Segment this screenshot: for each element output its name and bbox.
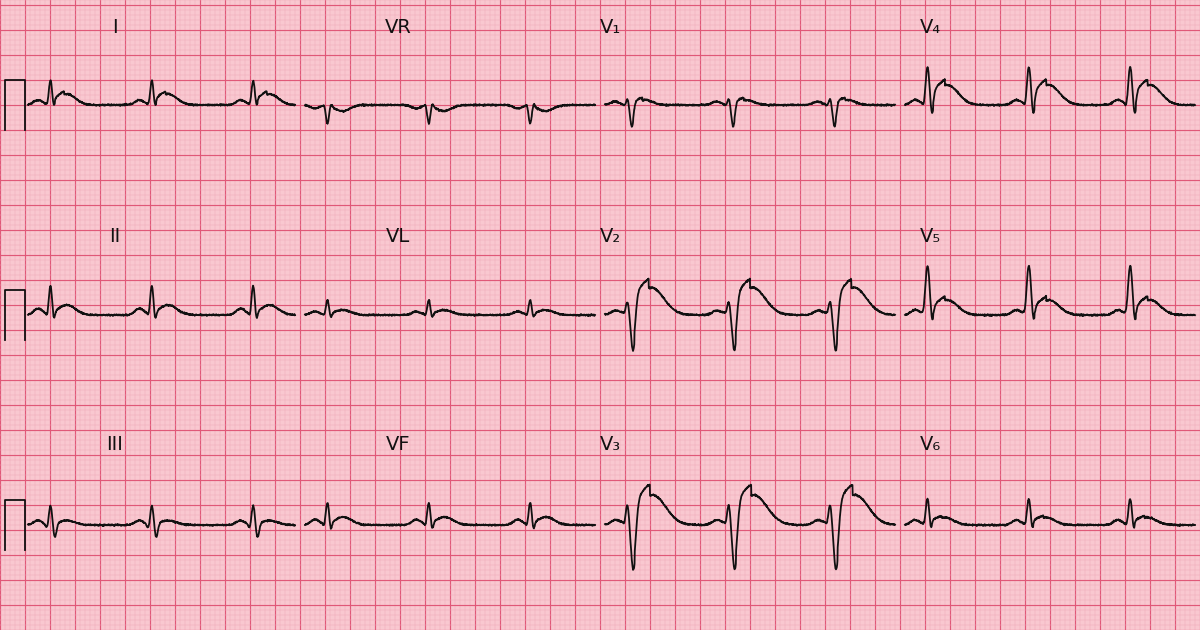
Text: I: I bbox=[112, 18, 118, 37]
Text: VL: VL bbox=[386, 227, 410, 246]
Text: VF: VF bbox=[385, 435, 410, 454]
Text: VR: VR bbox=[384, 18, 412, 37]
Text: V₃: V₃ bbox=[600, 435, 620, 454]
Text: V₅: V₅ bbox=[919, 227, 941, 246]
Text: V₁: V₁ bbox=[599, 18, 620, 37]
Text: II: II bbox=[109, 227, 121, 246]
Text: V₄: V₄ bbox=[919, 18, 941, 37]
Text: III: III bbox=[107, 435, 124, 454]
Text: V₂: V₂ bbox=[599, 227, 620, 246]
Text: V₆: V₆ bbox=[919, 435, 941, 454]
